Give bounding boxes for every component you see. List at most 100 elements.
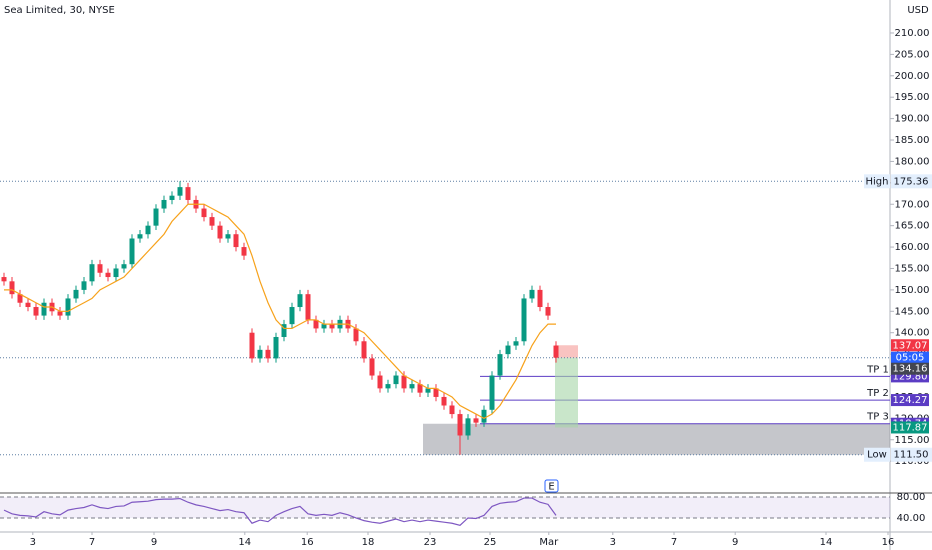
- level-price-box: [891, 174, 932, 189]
- x-tick-label: 18: [362, 537, 375, 548]
- level-tag: [864, 447, 890, 462]
- level-price-box: [891, 447, 932, 462]
- candle-body: [89, 264, 95, 282]
- candle-body: [177, 187, 183, 196]
- target-tag: TP 3: [866, 412, 889, 423]
- candle-body: [505, 345, 511, 355]
- candle-body: [217, 225, 223, 239]
- candle-body: [233, 234, 239, 248]
- rsi-band: [0, 496, 890, 518]
- x-tick-label: 14: [820, 537, 833, 548]
- candle-body: [393, 375, 399, 385]
- y-tick-label: 205.00: [895, 49, 930, 60]
- candle-body: [33, 307, 39, 316]
- candle-body: [329, 324, 335, 329]
- countdown: 05:05: [896, 353, 925, 364]
- entry-price-box: [891, 362, 929, 375]
- candle-body: [65, 298, 71, 316]
- x-tick-label: 3: [610, 537, 616, 548]
- level-tag-text: Low: [867, 450, 887, 461]
- candle-body: [321, 324, 327, 329]
- candle-body: [465, 418, 471, 436]
- x-tick-label: 14: [238, 537, 251, 548]
- y-tick-label: 165.00: [895, 221, 930, 232]
- candle-body: [433, 388, 439, 397]
- candle-body: [97, 264, 103, 273]
- y-tick-label: 185.00: [895, 135, 930, 146]
- candle-body: [449, 405, 455, 415]
- x-tick-label: 7: [671, 537, 677, 548]
- candle-body: [153, 208, 159, 226]
- y-tick-label: 145.00: [895, 306, 930, 317]
- x-tick-label: 9: [732, 537, 738, 548]
- candle-body: [225, 234, 231, 239]
- rsi-tick-label: 40.00: [897, 513, 926, 524]
- rsi-tick-label: 80.00: [897, 492, 926, 503]
- stop-area: [555, 345, 578, 358]
- x-tick-label: Mar: [539, 537, 559, 548]
- candle-body: [385, 384, 391, 389]
- candle-body: [249, 332, 255, 359]
- stop-price-box: [891, 339, 929, 352]
- candle-body: [353, 328, 359, 342]
- candle-body: [273, 336, 279, 359]
- level-tag-text: High: [866, 176, 889, 187]
- candle-body: [377, 375, 383, 389]
- target-tag: TP 2: [866, 388, 889, 399]
- candle-body: [425, 388, 431, 393]
- candle-body: [81, 281, 87, 290]
- candle-body: [489, 375, 495, 410]
- y-tick-label: 160.00: [895, 242, 930, 253]
- target-price-box: [891, 394, 929, 407]
- candle-body: [241, 247, 247, 256]
- moving-average: [4, 203, 556, 420]
- candle-body: [361, 341, 367, 359]
- level-tag: [864, 174, 890, 189]
- candle-body: [289, 307, 295, 325]
- candle-body: [145, 225, 151, 235]
- candle-body: [409, 384, 415, 389]
- candle-body: [529, 289, 535, 299]
- x-tick-label: 16: [882, 537, 895, 548]
- y-tick-label: 195.00: [895, 92, 930, 103]
- x-tick-label: 9: [151, 537, 157, 548]
- y-tick-label: 190.00: [895, 114, 930, 125]
- candle-body: [25, 302, 31, 308]
- candle-body: [185, 187, 191, 200]
- candle-body: [265, 349, 271, 359]
- candle-body: [17, 294, 23, 303]
- y-tick-label: 170.00: [895, 199, 930, 210]
- level-price: 111.50: [894, 450, 929, 461]
- level-price: 175.36: [894, 176, 929, 187]
- target-price-box: [891, 421, 929, 434]
- candle-body: [553, 345, 559, 358]
- candle-body: [137, 234, 143, 239]
- candle-body: [313, 319, 319, 329]
- candle-body: [1, 277, 7, 282]
- y-tick-label: 200.00: [895, 71, 930, 82]
- candle-body: [281, 324, 287, 337]
- y-tick-label: 140.00: [895, 328, 930, 339]
- y-tick-label: 155.00: [895, 263, 930, 274]
- candle-body: [497, 354, 503, 376]
- y-tick-label: 180.00: [895, 156, 930, 167]
- candle-body: [401, 375, 407, 389]
- candle-body: [9, 281, 15, 295]
- chart-title: Sea Limited, 30, NYSE: [4, 5, 115, 16]
- earnings-icon[interactable]: [544, 479, 559, 493]
- candle-body: [441, 396, 447, 406]
- candle-body: [41, 302, 47, 316]
- x-tick-label: 25: [484, 537, 497, 548]
- candle-body: [473, 418, 479, 423]
- x-tick-label: 7: [89, 537, 95, 548]
- candle-body: [129, 238, 135, 265]
- countdown-box: [891, 351, 929, 364]
- candle-body: [417, 384, 423, 393]
- candle-body: [169, 195, 175, 200]
- candle-body: [545, 307, 551, 316]
- target-area: [555, 357, 578, 428]
- candle-body: [73, 289, 79, 299]
- candle-body: [513, 341, 519, 346]
- y-tick-label: 115.00: [895, 435, 930, 446]
